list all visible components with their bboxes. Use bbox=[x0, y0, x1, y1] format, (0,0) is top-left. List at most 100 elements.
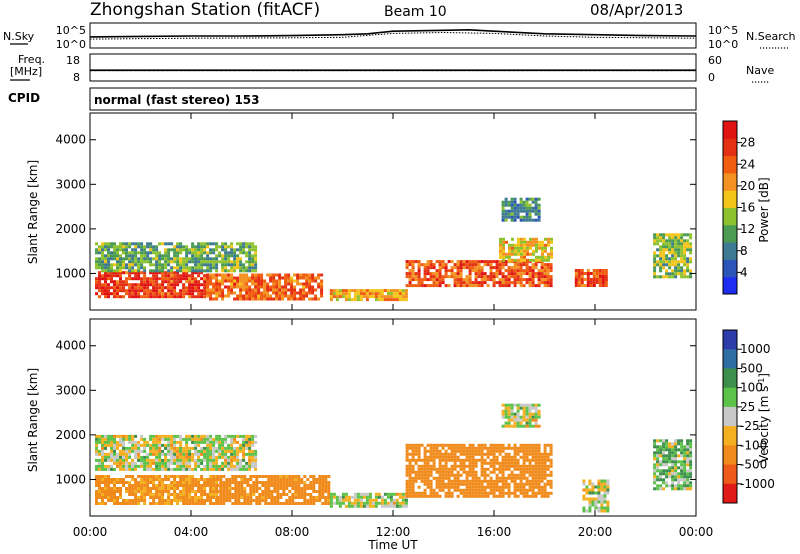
heatmap-cell bbox=[489, 275, 493, 279]
heatmap-cell bbox=[276, 499, 280, 502]
heatmap-cell bbox=[495, 461, 499, 465]
heatmap-cell bbox=[134, 461, 138, 465]
heatmap-cell bbox=[324, 481, 328, 484]
heatmap-cell bbox=[242, 464, 246, 468]
heatmap-cell bbox=[477, 272, 481, 276]
heatmap-cell bbox=[523, 246, 526, 250]
heatmap-cell bbox=[110, 443, 113, 447]
heatmap-cell bbox=[239, 297, 243, 301]
heatmap-cell bbox=[671, 463, 675, 467]
heatmap-cell bbox=[528, 206, 532, 210]
heatmap-cell bbox=[167, 443, 171, 447]
heatmap-cell bbox=[653, 466, 657, 470]
heatmap-cell bbox=[294, 496, 298, 499]
heatmap-cell bbox=[281, 276, 285, 280]
heatmap-cell bbox=[404, 504, 408, 508]
heatmap-cell bbox=[401, 495, 405, 499]
heatmap-cell bbox=[155, 260, 159, 264]
heatmap-cell bbox=[589, 272, 593, 275]
heatmap-cell bbox=[134, 484, 138, 487]
heatmap-cell bbox=[303, 484, 307, 487]
heatmap-cell bbox=[240, 478, 244, 481]
heatmap-cell bbox=[227, 291, 231, 295]
heatmap-cell bbox=[104, 452, 107, 456]
heatmap-cell bbox=[659, 469, 663, 473]
heatmap-cell bbox=[438, 479, 442, 483]
heatmap-cell bbox=[212, 291, 216, 295]
heatmap-cell bbox=[447, 260, 451, 264]
heatmap-cell bbox=[380, 295, 384, 299]
heatmap-cell bbox=[219, 478, 223, 481]
heatmap-cell bbox=[668, 257, 672, 261]
heatmap-cell bbox=[170, 449, 174, 453]
heatmap-cell bbox=[408, 494, 412, 498]
heatmap-cell bbox=[209, 461, 213, 465]
heatmap-cell bbox=[541, 255, 544, 259]
heatmap-cell bbox=[249, 475, 253, 478]
heatmap-cell bbox=[417, 443, 421, 447]
heatmap-cell bbox=[240, 484, 244, 487]
heatmap-cell bbox=[197, 484, 201, 487]
heatmap-cell bbox=[173, 434, 177, 438]
heatmap-cell bbox=[504, 461, 508, 465]
heatmap-cell bbox=[513, 479, 517, 483]
heatmap-cell bbox=[107, 452, 110, 456]
heatmap-cell bbox=[459, 488, 463, 492]
heatmap-cell bbox=[252, 493, 256, 496]
heatmap-cell bbox=[137, 271, 141, 275]
heatmap-cell bbox=[197, 289, 201, 293]
heatmap-cell bbox=[438, 452, 442, 456]
heatmap-cell bbox=[501, 281, 505, 285]
heatmap-cell bbox=[95, 499, 98, 502]
heatmap-cell bbox=[525, 476, 529, 480]
heatmap-cell bbox=[176, 280, 180, 284]
heatmap-cell bbox=[173, 251, 177, 255]
heatmap-cell bbox=[245, 245, 249, 249]
heatmap-cell bbox=[113, 443, 116, 447]
heatmap-cell bbox=[459, 272, 463, 276]
heatmap-cell bbox=[543, 485, 547, 489]
heatmap-cell bbox=[404, 498, 408, 502]
heatmap-cell bbox=[525, 206, 529, 210]
heatmap-cell bbox=[519, 200, 523, 204]
heatmap-cell bbox=[228, 478, 232, 481]
heatmap-cell bbox=[392, 504, 396, 508]
heatmap-cell bbox=[423, 272, 427, 276]
heatmap-cell bbox=[516, 446, 520, 450]
heatmap-cell bbox=[510, 409, 514, 413]
heatmap-cell bbox=[516, 209, 520, 213]
heatmap-cell bbox=[659, 445, 663, 449]
heatmap-cell bbox=[188, 502, 192, 505]
heatmap-cell bbox=[146, 251, 150, 255]
heatmap-cell bbox=[513, 212, 517, 216]
heatmap-cell bbox=[128, 286, 132, 290]
heatmap-cell bbox=[242, 437, 246, 441]
heatmap-cell bbox=[662, 454, 666, 458]
heatmap-cell bbox=[185, 257, 189, 261]
heatmap-cell bbox=[344, 504, 348, 508]
heatmap-cell bbox=[389, 501, 393, 505]
heatmap-cell bbox=[508, 255, 511, 259]
heatmap-cell bbox=[101, 481, 104, 484]
heatmap-cell bbox=[653, 457, 657, 461]
heatmap-cell bbox=[119, 440, 122, 444]
heatmap-cell bbox=[234, 478, 238, 481]
heatmap-cell bbox=[547, 258, 550, 262]
heatmap-cell bbox=[686, 233, 690, 237]
heatmap-cell bbox=[408, 263, 412, 267]
heatmap-cell bbox=[221, 455, 225, 459]
heatmap-cell bbox=[341, 501, 345, 505]
heatmap-cell bbox=[389, 292, 393, 296]
heatmap-cell bbox=[191, 248, 195, 252]
heatmap-cell bbox=[329, 501, 333, 505]
heatmap-cell bbox=[459, 479, 463, 483]
heatmap-cell bbox=[459, 278, 463, 282]
heatmap-cell bbox=[332, 492, 336, 496]
heatmap-cell bbox=[516, 458, 520, 462]
heatmap-cell bbox=[104, 455, 107, 459]
heatmap-cell bbox=[248, 254, 252, 258]
heatmap-cell bbox=[522, 458, 526, 462]
heatmap-cell bbox=[249, 490, 253, 493]
heatmap-cell bbox=[194, 286, 198, 290]
heatmap-cell bbox=[435, 452, 439, 456]
